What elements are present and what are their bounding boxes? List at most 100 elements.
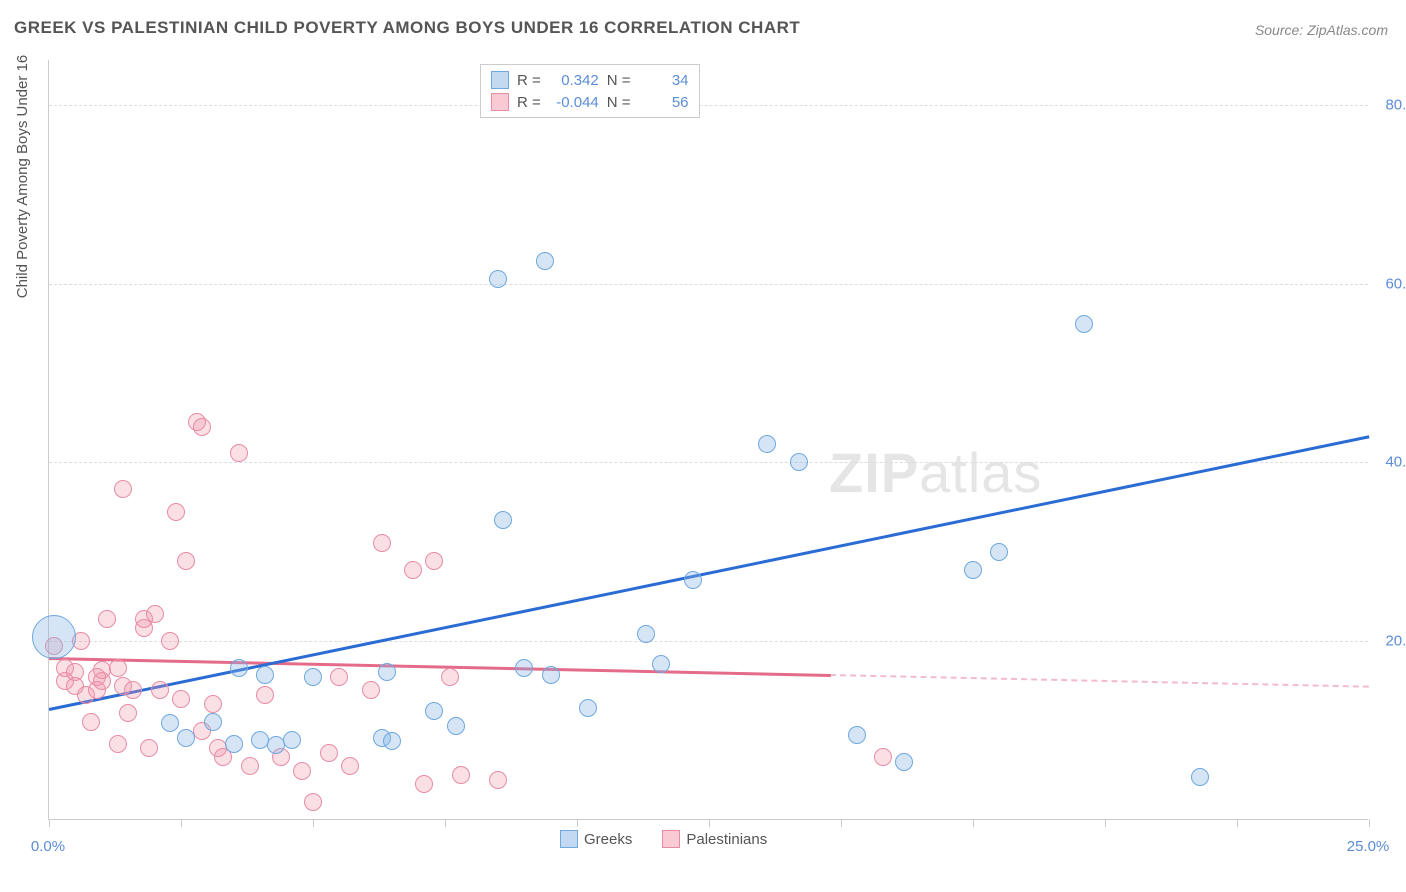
y-tick-label: 20.0% xyxy=(1385,633,1406,650)
x-tick xyxy=(181,819,182,827)
data-point xyxy=(542,666,560,684)
stats-legend: R = 0.342 N = 34 R = -0.044 N = 56 xyxy=(480,64,700,118)
data-point xyxy=(320,744,338,762)
gridline xyxy=(49,641,1368,642)
x-tick xyxy=(1237,819,1238,827)
x-tick xyxy=(973,819,974,827)
data-point xyxy=(304,793,322,811)
chart-title: GREEK VS PALESTINIAN CHILD POVERTY AMONG… xyxy=(14,18,800,38)
swatch-greeks-icon xyxy=(560,830,578,848)
data-point xyxy=(161,632,179,650)
gridline xyxy=(49,284,1368,285)
data-point xyxy=(441,668,459,686)
trend-line xyxy=(49,657,830,676)
data-point xyxy=(109,659,127,677)
n-label: N = xyxy=(607,72,631,89)
data-point xyxy=(494,511,512,529)
data-point xyxy=(256,666,274,684)
data-point xyxy=(32,615,76,659)
data-point xyxy=(204,695,222,713)
data-point xyxy=(378,663,396,681)
x-tick xyxy=(1369,819,1370,827)
data-point xyxy=(452,766,470,784)
n-value-palestinians: 56 xyxy=(639,94,689,111)
x-tick xyxy=(1105,819,1106,827)
y-tick-label: 80.0% xyxy=(1385,96,1406,113)
data-point xyxy=(204,713,222,731)
data-point xyxy=(895,753,913,771)
data-point xyxy=(362,681,380,699)
data-point xyxy=(193,418,211,436)
series-legend: Greeks Palestinians xyxy=(560,830,767,848)
data-point xyxy=(230,444,248,462)
data-point xyxy=(283,731,301,749)
swatch-palestinians-icon xyxy=(662,830,680,848)
data-point xyxy=(874,748,892,766)
data-point xyxy=(109,735,127,753)
data-point xyxy=(225,735,243,753)
data-point xyxy=(161,714,179,732)
y-axis-label: Child Poverty Among Boys Under 16 xyxy=(14,55,31,298)
r-value-palestinians: -0.044 xyxy=(549,94,599,111)
n-value-greeks: 34 xyxy=(639,72,689,89)
x-tick xyxy=(49,819,50,827)
data-point xyxy=(404,561,422,579)
data-point xyxy=(964,561,982,579)
data-point xyxy=(383,732,401,750)
watermark: ZIPatlas xyxy=(829,440,1042,505)
n-label: N = xyxy=(607,94,631,111)
data-point xyxy=(114,480,132,498)
legend-item-palestinians: Palestinians xyxy=(662,830,767,848)
data-point xyxy=(293,762,311,780)
data-point xyxy=(98,610,116,628)
plot-area: ZIPatlas 20.0%40.0%60.0%80.0% xyxy=(48,60,1368,820)
data-point xyxy=(172,690,190,708)
x-tick xyxy=(313,819,314,827)
watermark-bold: ZIP xyxy=(829,441,919,504)
x-tick xyxy=(709,819,710,827)
data-point xyxy=(241,757,259,775)
source-label: Source: ZipAtlas.com xyxy=(1255,22,1388,38)
trend-line-dashed xyxy=(830,674,1369,688)
r-label: R = xyxy=(517,94,541,111)
y-tick-label: 40.0% xyxy=(1385,454,1406,471)
data-point xyxy=(151,681,169,699)
data-point xyxy=(515,659,533,677)
data-point xyxy=(425,552,443,570)
swatch-palestinians-icon xyxy=(491,93,509,111)
data-point xyxy=(990,543,1008,561)
x-tick-label: 25.0% xyxy=(1347,838,1390,855)
r-label: R = xyxy=(517,72,541,89)
data-point xyxy=(230,659,248,677)
data-point xyxy=(1191,768,1209,786)
legend-label-greeks: Greeks xyxy=(584,831,632,848)
data-point xyxy=(146,605,164,623)
swatch-greeks-icon xyxy=(491,71,509,89)
data-point xyxy=(489,771,507,789)
data-point xyxy=(489,270,507,288)
legend-label-palestinians: Palestinians xyxy=(686,831,767,848)
data-point xyxy=(304,668,322,686)
data-point xyxy=(684,571,702,589)
data-point xyxy=(652,655,670,673)
r-value-greeks: 0.342 xyxy=(549,72,599,89)
data-point xyxy=(848,726,866,744)
gridline xyxy=(49,105,1368,106)
data-point xyxy=(1075,315,1093,333)
x-tick xyxy=(445,819,446,827)
data-point xyxy=(637,625,655,643)
x-tick xyxy=(841,819,842,827)
data-point xyxy=(256,686,274,704)
data-point xyxy=(447,717,465,735)
watermark-rest: atlas xyxy=(919,441,1042,504)
data-point xyxy=(790,453,808,471)
stats-row-palestinians: R = -0.044 N = 56 xyxy=(491,91,689,113)
x-tick xyxy=(577,819,578,827)
data-point xyxy=(415,775,433,793)
data-point xyxy=(341,757,359,775)
data-point xyxy=(177,552,195,570)
data-point xyxy=(579,699,597,717)
data-point xyxy=(536,252,554,270)
y-tick-label: 60.0% xyxy=(1385,275,1406,292)
data-point xyxy=(167,503,185,521)
